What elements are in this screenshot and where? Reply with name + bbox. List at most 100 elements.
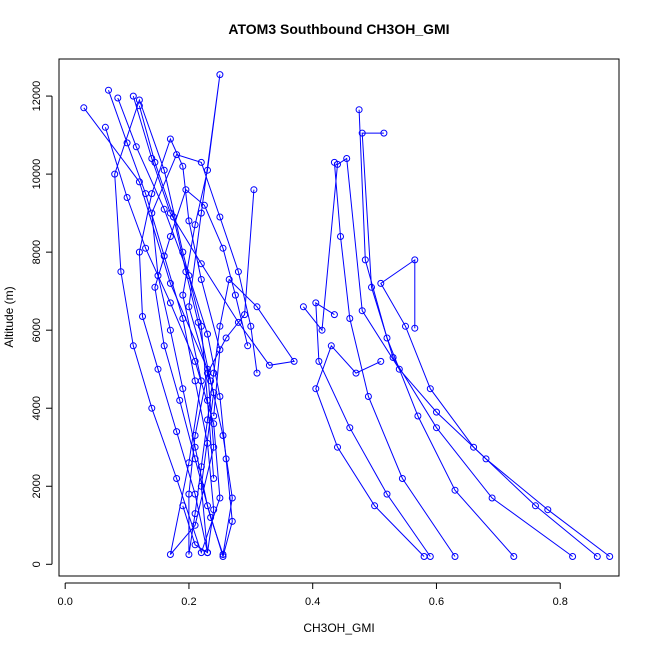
series-6-point [176,396,184,404]
series-2-point [166,299,174,307]
series-11-point [482,455,490,463]
series-6-point [219,244,227,252]
series-5-point [290,357,298,365]
series-4-point [216,213,224,221]
series-5-point [265,361,273,369]
y-tick-label: 10000 [31,159,43,190]
series-5-point [204,369,211,377]
series-1-point [191,221,199,229]
series-13-point [315,357,323,365]
series-6-point [151,283,159,291]
series-6-point [228,494,236,502]
series-6-point [151,158,159,166]
series-11-point [343,155,351,162]
series-12-point [377,357,385,365]
series-3-point [123,139,131,147]
series-10-point [470,443,478,451]
series-7-point [346,315,354,322]
series-5-point [129,92,137,100]
series-3-point [204,549,211,557]
series-4-point [173,151,181,159]
series-8-point [510,553,518,560]
series-11-point [358,307,366,315]
series-6-point [231,291,239,299]
series-4-point [132,143,140,151]
series-5-point [241,311,249,319]
series-5-point [234,318,242,326]
axis-layer: 0.0 0.2 0.4 0.6 0.8 0 2000 4000 6000 8000 10000 120… [31,81,568,608]
series-6-point [170,213,177,221]
series-10-point [411,256,419,264]
series-7-point [364,393,372,400]
series-11-point [395,365,403,373]
series-3-point [210,412,218,420]
series-3-point [135,248,143,256]
series-11-point [606,553,614,560]
series-4-line [117,97,258,559]
series-2-point [129,342,137,350]
series-11-point [433,408,440,416]
series-5-point [216,322,224,330]
series-1-point [191,541,199,549]
series-4-point [253,369,261,377]
series-7-point [451,553,459,560]
series-6-point [194,318,202,326]
series-9-point [368,283,375,291]
series-1-point [210,443,218,451]
series-8-line [358,109,515,557]
series-5-point [191,510,199,518]
series-6-point [191,455,199,463]
series-5-point [250,186,258,194]
series-11-point [544,506,552,514]
series-1-point [216,71,224,79]
series-2-point [117,268,125,276]
series-5-point [197,260,205,268]
series-5-point [225,276,233,283]
series-3-point [139,313,146,320]
series-3-point [179,315,187,322]
series-5-point [185,490,193,498]
series-1-point [80,104,88,112]
y-axis-label: Altitude (m) [2,286,16,347]
series-10-point [402,322,409,330]
series-12-line [315,344,425,557]
series-4-point [114,94,122,102]
x-tick-label: 0.2 [181,596,196,608]
series-3-point [185,217,193,225]
series-4-point [160,205,168,213]
series-5-point [185,551,193,558]
y-tick-label: 4000 [31,396,43,420]
series-2-point [101,123,109,131]
series-2-point [160,166,168,174]
series-3-point [173,428,181,436]
y-tick-label: 6000 [31,318,43,342]
series-3-point [210,506,218,514]
series-4-point [148,209,156,217]
series-1-point [135,178,143,186]
series-3-point [154,365,162,373]
series-layer [80,71,614,560]
series-11-point [334,160,341,168]
series-8-point [414,412,422,420]
y-tick-label: 8000 [31,240,43,264]
series-2-point [216,494,224,502]
x-tick-label: 0.8 [553,596,568,608]
series-9-line [361,132,573,557]
series-6-point [160,342,168,350]
series-6-point [135,102,143,110]
series-3-point [179,162,187,170]
series-6-point [219,551,227,558]
series-2-point [191,357,199,365]
series-3-point [105,86,112,94]
series-2-point [210,420,218,428]
series-11-line [303,157,611,557]
series-3-point [166,135,174,143]
series-6-point [166,233,174,240]
series-10-point [532,502,539,510]
series-12-point [334,443,341,451]
plot-frame [58,58,620,577]
series-10-line [380,258,598,557]
series-3-line [108,90,221,553]
series-13-point [346,424,354,432]
series-2-point [148,404,156,412]
